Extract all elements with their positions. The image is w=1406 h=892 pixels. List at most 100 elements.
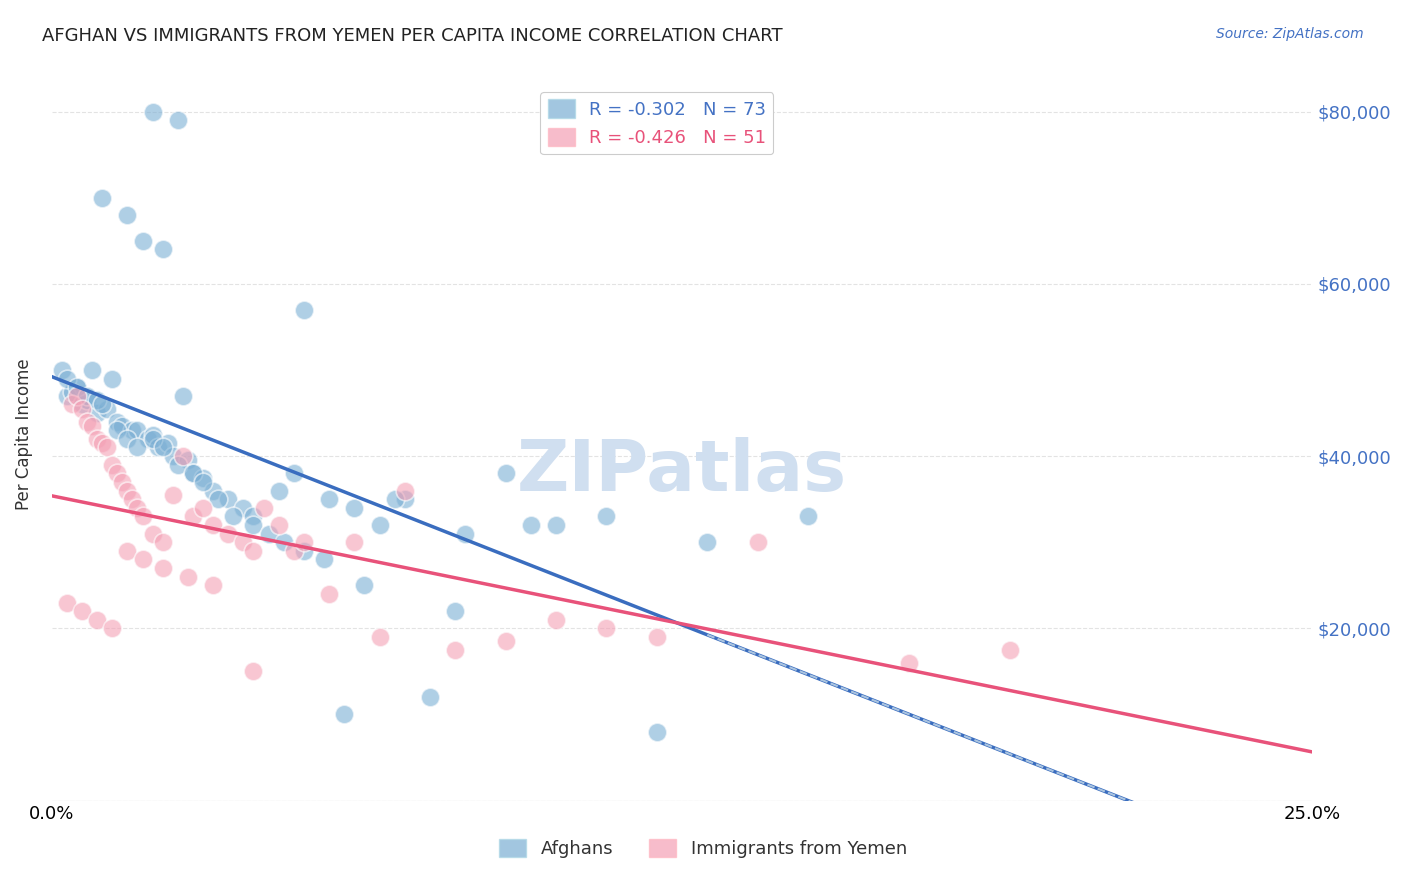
Legend: Afghans, Immigrants from Yemen: Afghans, Immigrants from Yemen xyxy=(492,831,914,865)
Point xyxy=(101,621,124,635)
Point xyxy=(495,467,517,481)
Point xyxy=(60,384,83,399)
Point xyxy=(595,509,617,524)
Point xyxy=(207,492,229,507)
Point xyxy=(394,483,416,498)
Point xyxy=(136,432,159,446)
Point xyxy=(96,401,118,416)
Point xyxy=(444,604,467,618)
Point xyxy=(86,393,108,408)
Point xyxy=(56,595,79,609)
Point xyxy=(343,535,366,549)
Point xyxy=(152,561,174,575)
Point xyxy=(117,483,139,498)
Point xyxy=(172,389,194,403)
Point xyxy=(292,302,315,317)
Point xyxy=(292,544,315,558)
Point xyxy=(172,449,194,463)
Point xyxy=(66,380,89,394)
Point xyxy=(121,492,143,507)
Point xyxy=(217,526,239,541)
Point xyxy=(312,552,335,566)
Point xyxy=(898,656,921,670)
Point xyxy=(292,535,315,549)
Point xyxy=(191,475,214,489)
Point xyxy=(343,500,366,515)
Point xyxy=(86,613,108,627)
Point xyxy=(191,500,214,515)
Point xyxy=(544,613,567,627)
Point xyxy=(520,518,543,533)
Point xyxy=(181,467,204,481)
Point xyxy=(177,570,200,584)
Point xyxy=(283,544,305,558)
Point xyxy=(76,389,98,403)
Point xyxy=(368,518,391,533)
Point xyxy=(318,587,340,601)
Point xyxy=(117,208,139,222)
Point xyxy=(283,467,305,481)
Point xyxy=(142,526,165,541)
Point xyxy=(96,441,118,455)
Point xyxy=(191,470,214,484)
Point xyxy=(252,500,274,515)
Text: ZIPatlas: ZIPatlas xyxy=(517,437,848,506)
Point xyxy=(202,483,225,498)
Point xyxy=(544,518,567,533)
Point xyxy=(645,724,668,739)
Point xyxy=(273,535,295,549)
Point xyxy=(56,371,79,385)
Text: Source: ZipAtlas.com: Source: ZipAtlas.com xyxy=(1216,27,1364,41)
Point xyxy=(80,363,103,377)
Point xyxy=(121,423,143,437)
Point xyxy=(86,432,108,446)
Legend: R = -0.302   N = 73, R = -0.426   N = 51: R = -0.302 N = 73, R = -0.426 N = 51 xyxy=(540,92,773,154)
Point xyxy=(257,526,280,541)
Point xyxy=(127,441,149,455)
Point xyxy=(105,423,128,437)
Point xyxy=(127,423,149,437)
Point xyxy=(152,535,174,549)
Point xyxy=(105,415,128,429)
Point xyxy=(595,621,617,635)
Point xyxy=(368,630,391,644)
Point xyxy=(222,509,245,524)
Point xyxy=(51,363,73,377)
Text: AFGHAN VS IMMIGRANTS FROM YEMEN PER CAPITA INCOME CORRELATION CHART: AFGHAN VS IMMIGRANTS FROM YEMEN PER CAPI… xyxy=(42,27,783,45)
Point xyxy=(232,500,254,515)
Point xyxy=(142,104,165,119)
Point xyxy=(645,630,668,644)
Point xyxy=(101,458,124,472)
Point xyxy=(353,578,375,592)
Point xyxy=(91,191,114,205)
Point xyxy=(91,436,114,450)
Point xyxy=(131,509,153,524)
Point xyxy=(117,544,139,558)
Point xyxy=(142,427,165,442)
Point xyxy=(166,458,188,472)
Point xyxy=(142,432,165,446)
Point xyxy=(242,518,264,533)
Point xyxy=(202,578,225,592)
Point xyxy=(232,535,254,549)
Point xyxy=(56,389,79,403)
Point xyxy=(202,518,225,533)
Point xyxy=(177,453,200,467)
Point xyxy=(181,509,204,524)
Point xyxy=(152,441,174,455)
Point xyxy=(105,467,128,481)
Point xyxy=(998,643,1021,657)
Point xyxy=(131,234,153,248)
Point xyxy=(76,393,98,408)
Point xyxy=(70,397,93,411)
Point xyxy=(152,243,174,257)
Point xyxy=(80,419,103,434)
Point xyxy=(117,432,139,446)
Point xyxy=(242,509,264,524)
Point xyxy=(101,371,124,385)
Point xyxy=(495,634,517,648)
Point xyxy=(146,441,169,455)
Point xyxy=(70,604,93,618)
Point xyxy=(91,397,114,411)
Point xyxy=(60,397,83,411)
